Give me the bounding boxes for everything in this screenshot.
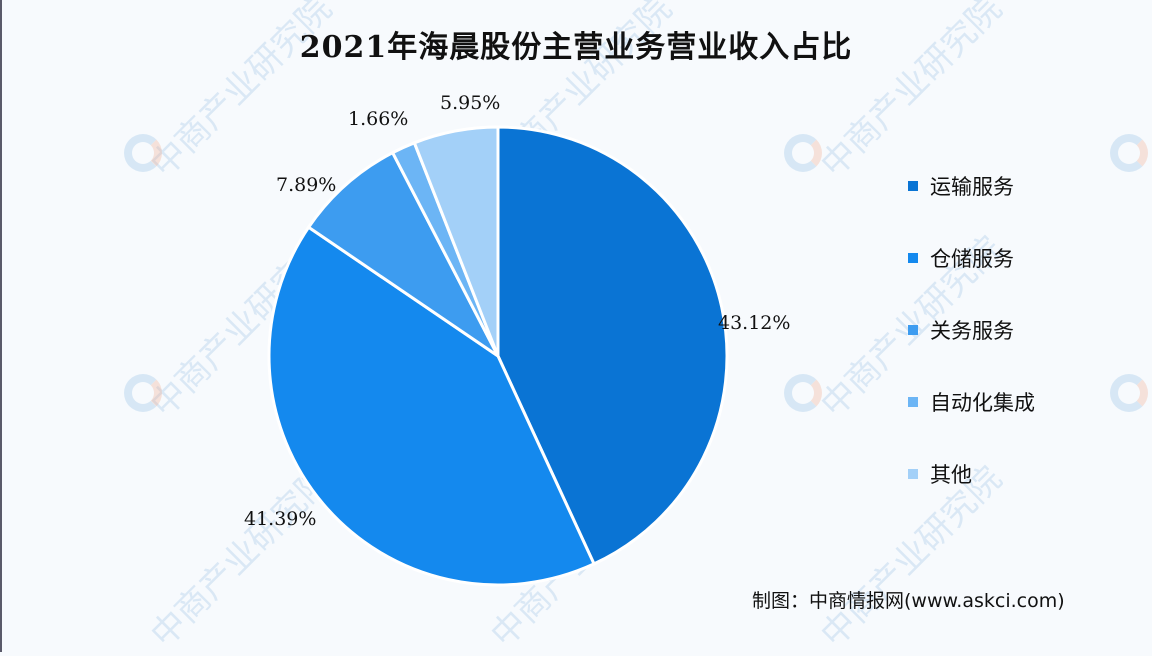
legend-swatch-icon [908,325,918,335]
legend-swatch-icon [908,469,918,479]
legend-label: 关务服务 [930,319,1014,343]
label-customs: 7.89% [276,174,337,196]
legend-label: 其他 [930,463,972,487]
legend-item-customs: 关务服务 [908,294,1035,366]
legend-label: 仓储服务 [930,247,1014,271]
legend-label: 运输服务 [930,175,1014,199]
label-other: 5.95% [440,92,501,114]
legend-swatch-icon [908,397,918,407]
legend-item-other: 其他 [908,438,1035,510]
pie-slice [496,125,729,566]
label-automation: 1.66% [348,108,409,130]
legend: 运输服务 仓储服务 关务服务 自动化集成 其他 [908,150,1035,510]
pie-slice [412,125,500,357]
legend-item-automation: 自动化集成 [908,366,1035,438]
label-warehouse: 41.39% [244,508,317,530]
source-credit: 制图：中商情报网(www.askci.com) [752,590,1065,612]
legend-swatch-icon [908,181,918,191]
legend-item-transport: 运输服务 [908,150,1035,222]
pie-slice [267,225,596,587]
legend-item-warehouse: 仓储服务 [908,222,1035,294]
pie-slice [306,150,500,358]
legend-label: 自动化集成 [930,391,1035,415]
legend-swatch-icon [908,253,918,263]
label-transport: 43.12% [718,312,791,334]
chart-title: 2021年海晨股份主营业务营业收入占比 [299,30,853,65]
